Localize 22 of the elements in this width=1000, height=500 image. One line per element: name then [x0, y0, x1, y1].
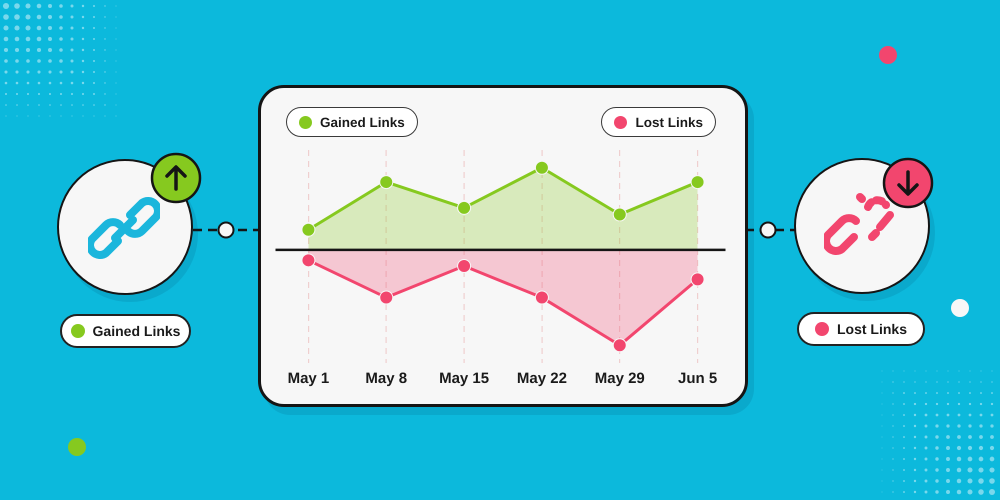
point	[690, 175, 705, 190]
point	[301, 222, 316, 237]
point	[379, 290, 394, 305]
x-tick-label: Jun 5	[678, 370, 718, 388]
point	[379, 175, 394, 190]
x-tick-label: May 29	[594, 370, 645, 388]
legend-label: Gained Links	[320, 114, 405, 130]
point	[612, 208, 627, 222]
x-tick-label: May 8	[365, 370, 408, 388]
point	[301, 253, 316, 268]
point	[534, 160, 549, 175]
point	[690, 272, 705, 286]
text: Gained Links	[92, 323, 180, 339]
text: Lost Links	[836, 321, 907, 337]
point	[457, 259, 472, 274]
point	[534, 290, 549, 305]
x-tick-label: May 22	[516, 370, 567, 388]
legend-label: Lost Links	[635, 114, 703, 130]
point	[612, 338, 627, 352]
point	[457, 200, 472, 215]
x-tick-label: May 1	[288, 370, 330, 388]
x-tick-label: May 15	[439, 370, 490, 388]
